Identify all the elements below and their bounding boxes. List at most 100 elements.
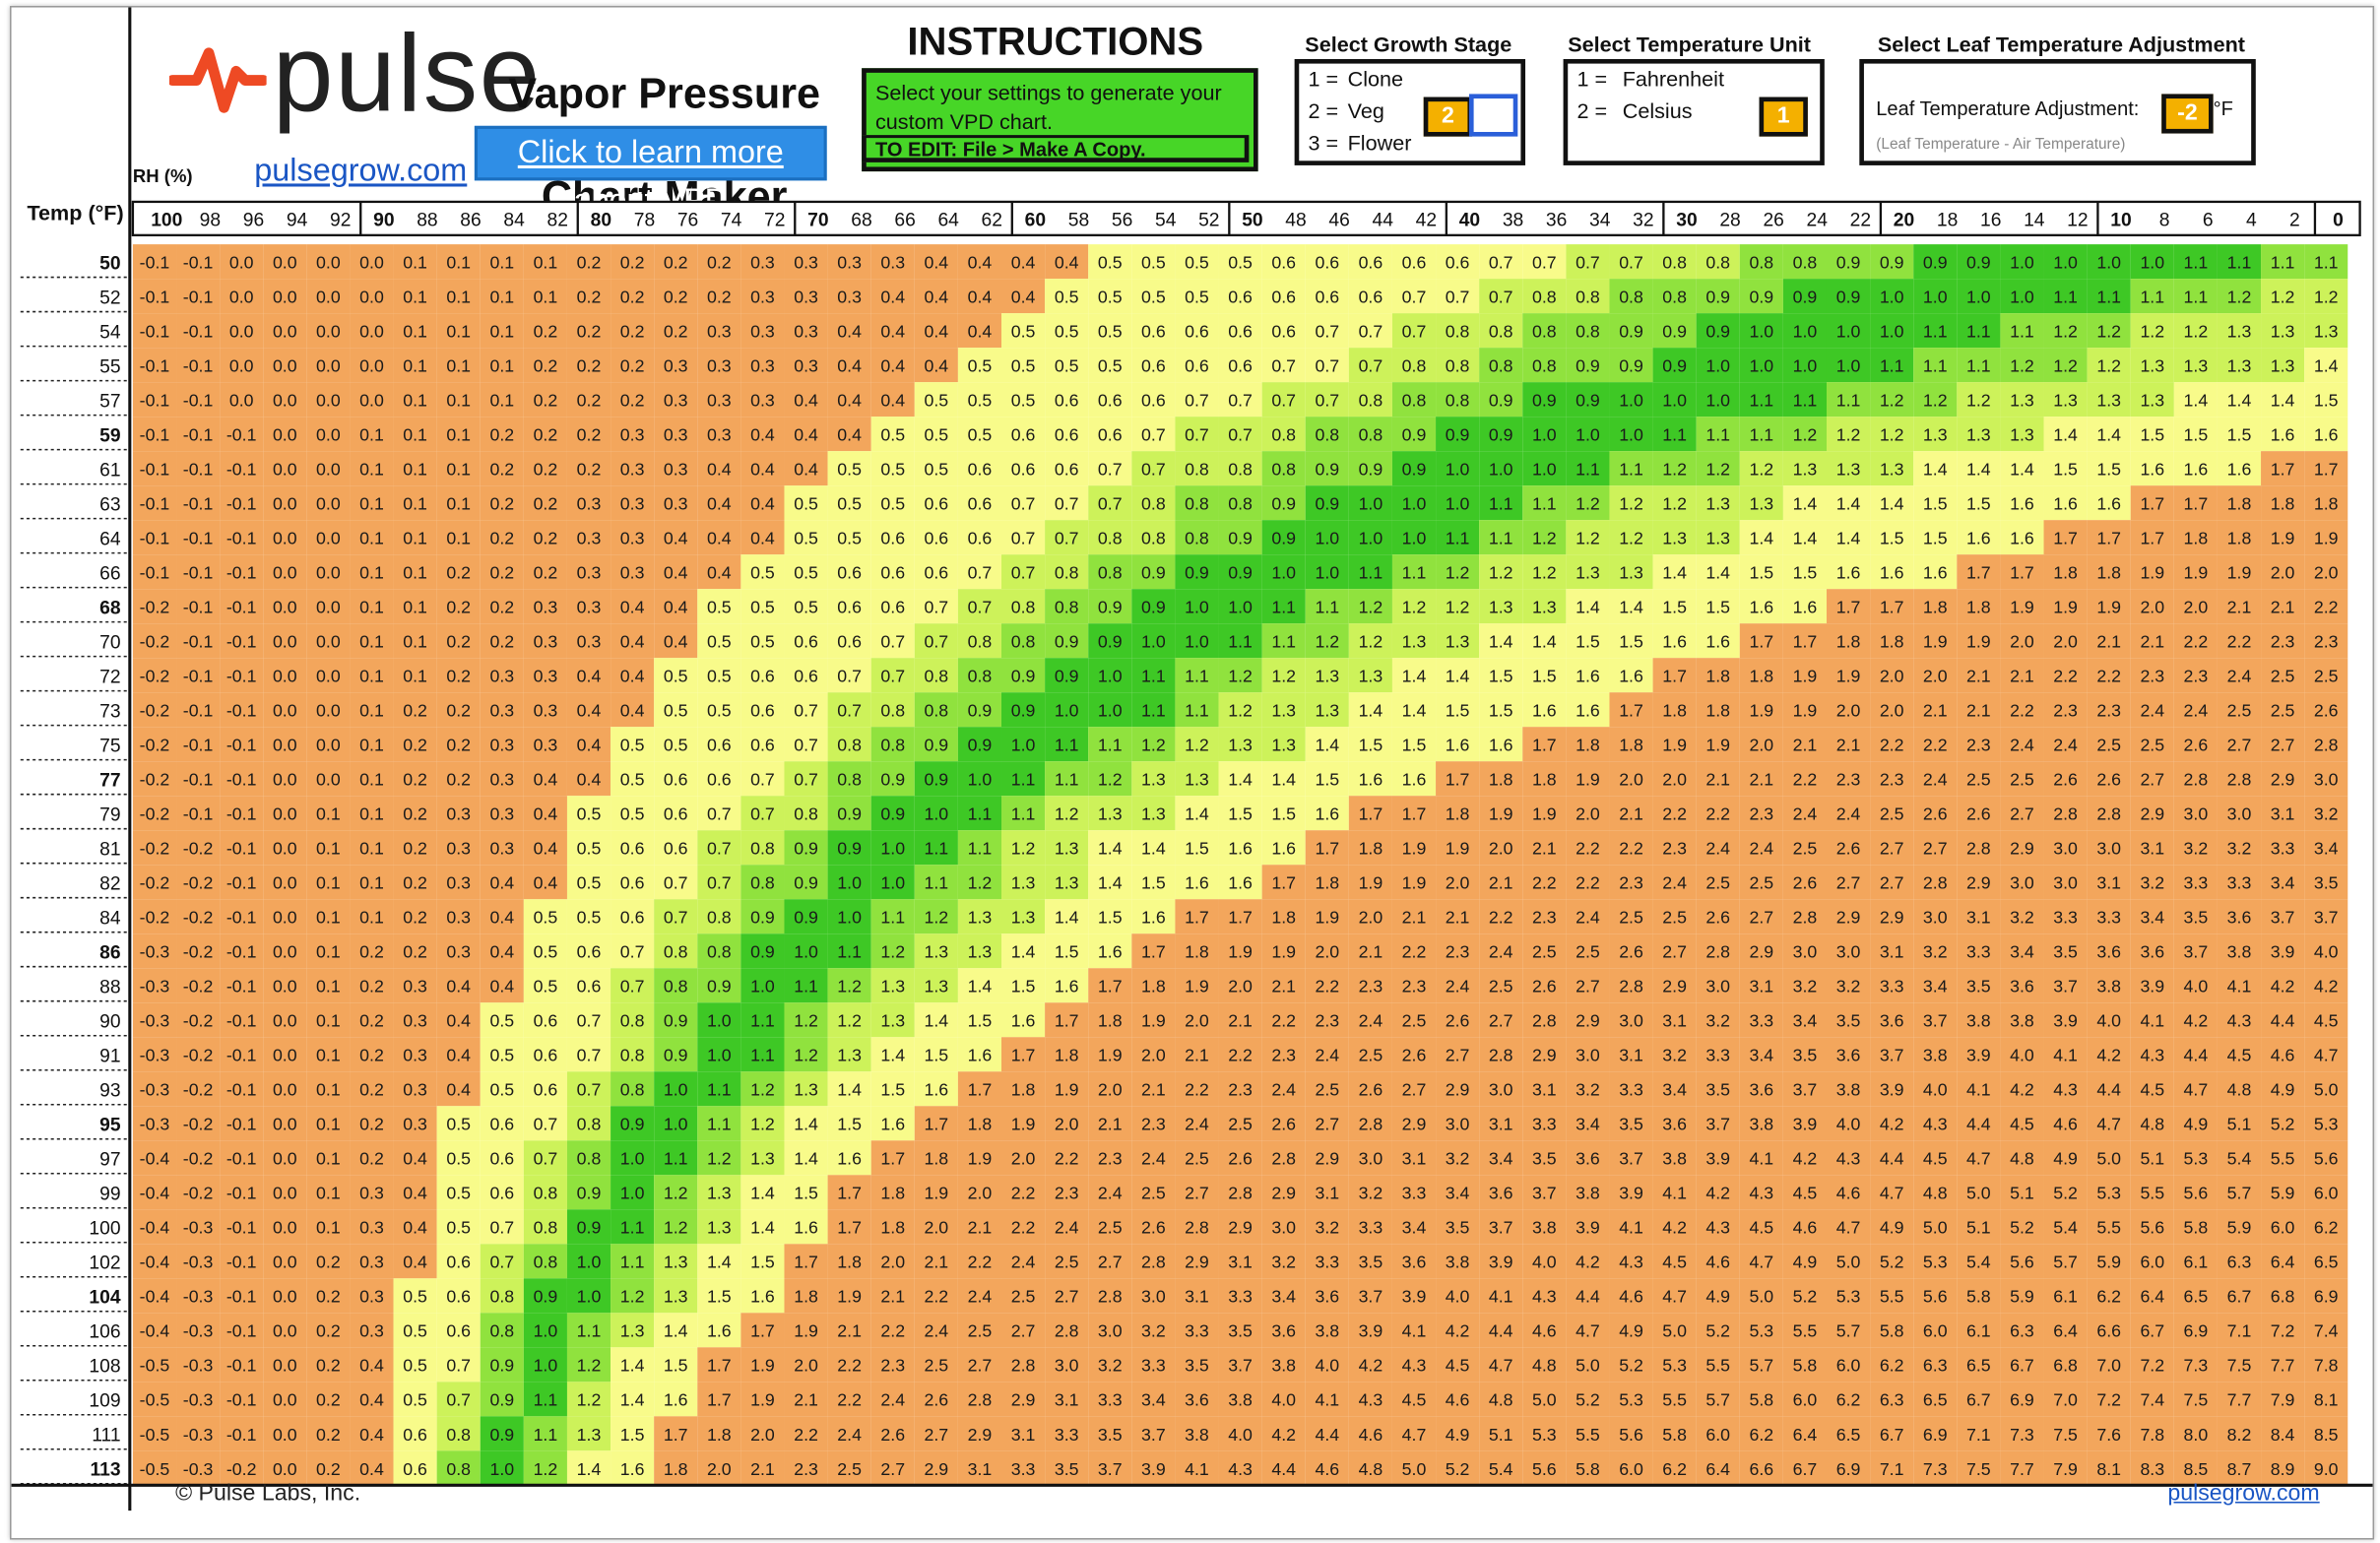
vpd-value-label: 6.7 <box>2140 1321 2164 1341</box>
vpd-value-label: 7.2 <box>2140 1356 2164 1376</box>
vpd-value-label: 0.8 <box>1532 322 1557 342</box>
vpd-value-label: 0.3 <box>620 529 645 548</box>
vpd-cell <box>2130 451 2174 486</box>
vpd-value-label: 0.0 <box>273 908 297 928</box>
vpd-value-label: 0.2 <box>359 977 384 997</box>
vpd-value-label: 5.1 <box>2227 1115 2252 1134</box>
vpd-cell <box>1175 520 1219 555</box>
vpd-cell <box>436 623 481 659</box>
temp-tick-label: 79 <box>99 804 120 825</box>
vpd-value-label: 0.4 <box>925 253 949 273</box>
vpd-cell <box>1913 796 1958 831</box>
vpd-value-label: 0.0 <box>359 391 384 411</box>
vpd-cell <box>2261 520 2305 555</box>
vpd-value-label: 1.0 <box>1315 529 1339 548</box>
vpd-value-label: 3.3 <box>1705 1046 1730 1065</box>
vpd-cell <box>740 485 785 521</box>
vpd-value-label: -0.2 <box>183 1184 214 1203</box>
vpd-value-label: 1.5 <box>1793 563 1818 583</box>
footer-pulsegrow-link[interactable]: pulsegrow.com <box>2167 1480 2320 1507</box>
vpd-value-label: 2.4 <box>1011 1253 1036 1272</box>
leaf-adjustment-input[interactable]: -2 <box>2161 94 2214 134</box>
vpd-cell <box>740 554 785 590</box>
vpd-value-label: 1.0 <box>1489 460 1513 480</box>
vpd-value-label: 0.9 <box>968 701 993 721</box>
vpd-value-label: 0.0 <box>273 529 297 548</box>
vpd-value-label: 0.8 <box>1793 253 1818 273</box>
vpd-cell <box>1522 796 1567 831</box>
vpd-cell <box>306 382 351 418</box>
vpd-value-label: 1.0 <box>1793 356 1818 376</box>
vpd-value-label: 0.3 <box>707 391 732 411</box>
vpd-value-label: 3.8 <box>1446 1253 1470 1272</box>
vpd-value-label: 2.7 <box>1402 1080 1427 1100</box>
vpd-cell <box>393 417 437 452</box>
vpd-value-label: 4.8 <box>1923 1184 1948 1203</box>
vpd-cell <box>1696 520 1740 555</box>
vpd-value-label: 1.2 <box>1705 460 1730 480</box>
vpd-value-label: -0.1 <box>140 356 170 376</box>
temperature-unit-input[interactable]: 1 <box>1759 96 1808 137</box>
vpd-cell <box>393 761 437 797</box>
vpd-cell <box>1088 589 1132 624</box>
vpd-cell <box>1436 520 1480 555</box>
vpd-cell <box>1870 761 1914 797</box>
vpd-cell <box>1131 796 1176 831</box>
vpd-value-label: 2.2 <box>1011 1218 1036 1238</box>
vpd-value-label: 1.5 <box>1489 701 1513 721</box>
rh-tick-label: 16 <box>1980 211 2001 231</box>
vpd-value-label: 0.2 <box>403 736 427 755</box>
vpd-value-label: 0.1 <box>359 667 384 686</box>
vpd-value-label: 0.1 <box>446 322 471 342</box>
vpd-value-label: 0.6 <box>968 494 993 514</box>
vpd-value-label: 1.2 <box>1750 460 1774 480</box>
vpd-value-label: 1.6 <box>2140 460 2164 480</box>
vpd-cell <box>1218 313 1262 349</box>
vpd-value-label: 0.1 <box>403 288 427 307</box>
vpd-cell <box>1131 623 1176 659</box>
vpd-cell <box>1175 796 1219 831</box>
vpd-value-label: 5.3 <box>1662 1356 1687 1376</box>
vpd-value-label: 1.7 <box>1750 632 1774 652</box>
vpd-value-label: 0.5 <box>620 804 645 824</box>
vpd-value-label: -0.1 <box>226 1149 257 1169</box>
vpd-value-label: 3.7 <box>1141 1425 1166 1445</box>
vpd-cell <box>1522 417 1567 452</box>
vpd-value-label: 1.6 <box>2271 425 2295 445</box>
vpd-cell <box>740 623 785 659</box>
vpd-cell <box>1175 244 1219 280</box>
vpd-value-label: 0.4 <box>664 529 688 548</box>
vpd-value-label: 1.1 <box>1750 391 1774 411</box>
vpd-value-label: 4.6 <box>1359 1425 1383 1445</box>
vpd-cell <box>2304 520 2348 555</box>
vpd-cell <box>1609 348 1653 383</box>
vpd-value-label: 0.8 <box>489 1287 514 1307</box>
vpd-value-label: 0.9 <box>1228 563 1253 583</box>
vpd-cell <box>2217 244 2262 280</box>
vpd-cell <box>523 520 567 555</box>
vpd-cell <box>2304 279 2348 314</box>
vpd-value-label: 0.5 <box>620 736 645 755</box>
vpd-value-label: 0.8 <box>1446 356 1470 376</box>
vpd-cell <box>1391 451 1437 486</box>
vpd-value-label: 0.9 <box>1662 356 1687 376</box>
vpd-value-label: 0.6 <box>837 598 862 617</box>
temp-tick-label: 100 <box>89 1218 120 1239</box>
vpd-value-label: -0.4 <box>140 1149 170 1169</box>
vpd-cell <box>1436 761 1480 797</box>
vpd-cell <box>1957 313 2001 349</box>
vpd-cell <box>1826 417 1871 452</box>
vpd-cell <box>1609 485 1653 521</box>
pulsegrow-link[interactable]: pulsegrow.com <box>254 153 468 189</box>
vpd-value-label: 1.0 <box>577 1253 602 1272</box>
rh-tick-label: 80 <box>591 211 611 231</box>
vpd-value-label: 1.3 <box>1098 804 1123 824</box>
vpd-cell <box>697 382 741 418</box>
vpd-value-label: 2.6 <box>880 1425 905 1445</box>
vpd-cell <box>2173 727 2218 762</box>
vpd-value-label: 2.2 <box>1402 942 1427 962</box>
vpd-value-label: 0.5 <box>403 1287 427 1307</box>
vpd-cell <box>1782 520 1827 555</box>
vpd-value-label: 0.6 <box>707 770 732 790</box>
vpd-value-label: -0.1 <box>140 460 170 480</box>
